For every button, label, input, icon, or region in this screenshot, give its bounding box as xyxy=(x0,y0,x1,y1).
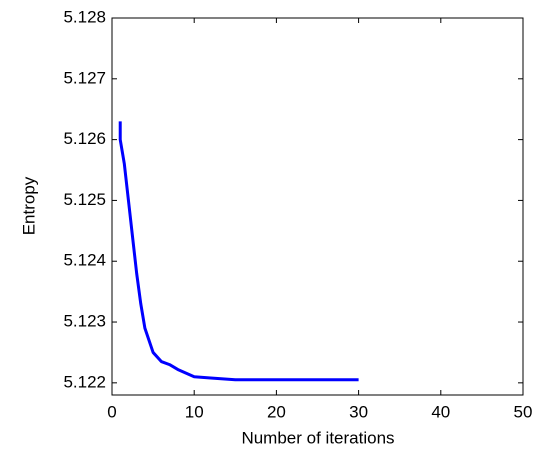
x-tick-label: 50 xyxy=(514,402,533,421)
plot-frame xyxy=(111,17,524,396)
y-tick-label: 5.124 xyxy=(63,251,106,270)
y-tick-label: 5.128 xyxy=(63,7,106,26)
y-tick-label: 5.123 xyxy=(63,312,106,331)
x-tick-label: 10 xyxy=(185,402,204,421)
x-tick-label: 0 xyxy=(107,402,116,421)
x-axis-label: Number of iterations xyxy=(241,428,394,447)
y-tick-label: 5.122 xyxy=(63,372,106,391)
x-tick-label: 30 xyxy=(349,402,368,421)
y-tick-label: 5.126 xyxy=(63,129,106,148)
y-axis-label: Entropy xyxy=(19,176,38,235)
y-tick-label: 5.127 xyxy=(63,68,106,87)
data-line xyxy=(118,121,359,382)
y-tick-label: 5.125 xyxy=(63,190,106,209)
x-tick-label: 40 xyxy=(431,402,450,421)
x-tick-label: 20 xyxy=(267,402,286,421)
